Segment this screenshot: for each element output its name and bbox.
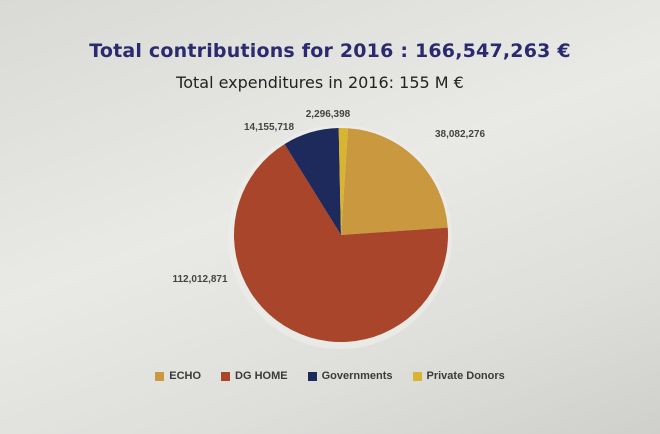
legend-label: Governments	[321, 370, 393, 382]
legend-label: ECHO	[169, 370, 202, 382]
legend-item-governments: Governments	[307, 370, 393, 382]
legend-swatch	[155, 371, 165, 381]
legend-label: DG HOME	[235, 370, 288, 382]
legend-swatch	[412, 371, 422, 381]
legend-item-echo: ECHO	[155, 370, 201, 382]
legend-item-private-donors: Private Donors	[412, 370, 505, 382]
pie-slice-echo	[341, 128, 448, 235]
legend-item-dg-home: DG HOME	[221, 370, 288, 382]
data-label-echo: 38,082,276	[435, 129, 485, 140]
pie-slice-governments	[284, 128, 341, 235]
legend-swatch	[307, 371, 317, 381]
data-label-governments: 14,155,718	[244, 122, 294, 133]
data-label-private-donors: 2,296,398	[306, 109, 351, 120]
pie-slice-dg-home	[233, 144, 448, 343]
chart-legend: ECHO DG HOME Governments Private Donors	[0, 370, 660, 382]
chart-subtitle: Total expenditures in 2016: 155 M €	[176, 73, 464, 92]
legend-label: Private Donors	[426, 370, 505, 382]
chart-title: Total contributions for 2016 : 166,547,2…	[89, 40, 571, 62]
legend-swatch	[221, 371, 231, 381]
data-label-dg-home: 112,012,871	[172, 274, 227, 285]
pie-slice-private-donors	[338, 127, 348, 235]
